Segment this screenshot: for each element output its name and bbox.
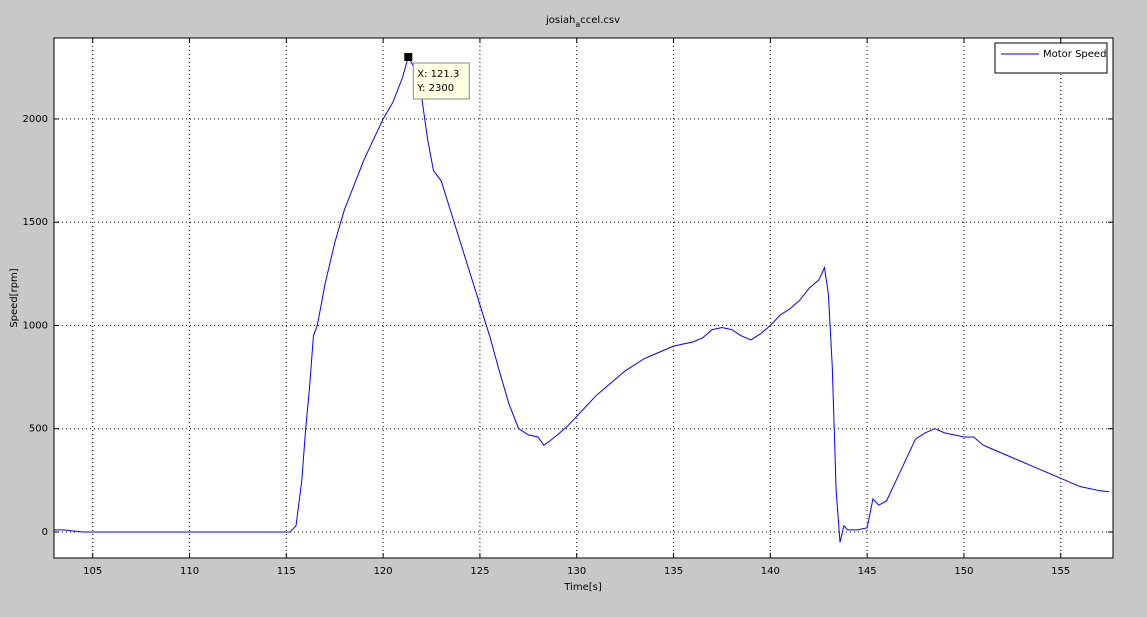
axes-background [54,38,1113,558]
legend: Motor Speed [994,42,1108,74]
y-tick-label: 2000 [23,114,48,125]
datatip-box [412,62,470,100]
x-axis-label: Time[s] [563,582,602,593]
chart-title: josiahaccel.csv [545,15,620,29]
x-tick-label: 155 [1051,566,1070,577]
y-tick-label: 500 [29,424,48,435]
y-tick-label: 1500 [23,217,48,228]
y-tick-label: 1000 [23,320,48,331]
datatip-marker [404,52,413,61]
x-tick-label: 135 [664,566,683,577]
legend-label: Motor Speed [1043,49,1106,60]
x-tick-label: 115 [277,566,296,577]
title-part: ccel.csv [580,15,620,26]
x-tick-label: 125 [470,566,489,577]
x-tick-label: 140 [761,566,780,577]
title-part: josiah [545,15,575,26]
y-tick-label: 0 [42,527,48,538]
data-line [54,55,1110,543]
x-tick-label: 150 [954,566,973,577]
x-tick-label: 120 [374,566,393,577]
axes-box [53,37,1114,559]
x-tick-label: 130 [567,566,586,577]
legend-box [994,42,1108,74]
x-tick-label: 105 [83,566,102,577]
title-subscript: a [575,20,580,29]
x-tick-label: 110 [180,566,199,577]
y-axis-label: Speed[rpm] [9,268,20,327]
x-tick-label: 145 [858,566,877,577]
datatip-text: X: 121.3 [417,69,459,80]
datatip-text: Y: 2300 [416,83,454,94]
